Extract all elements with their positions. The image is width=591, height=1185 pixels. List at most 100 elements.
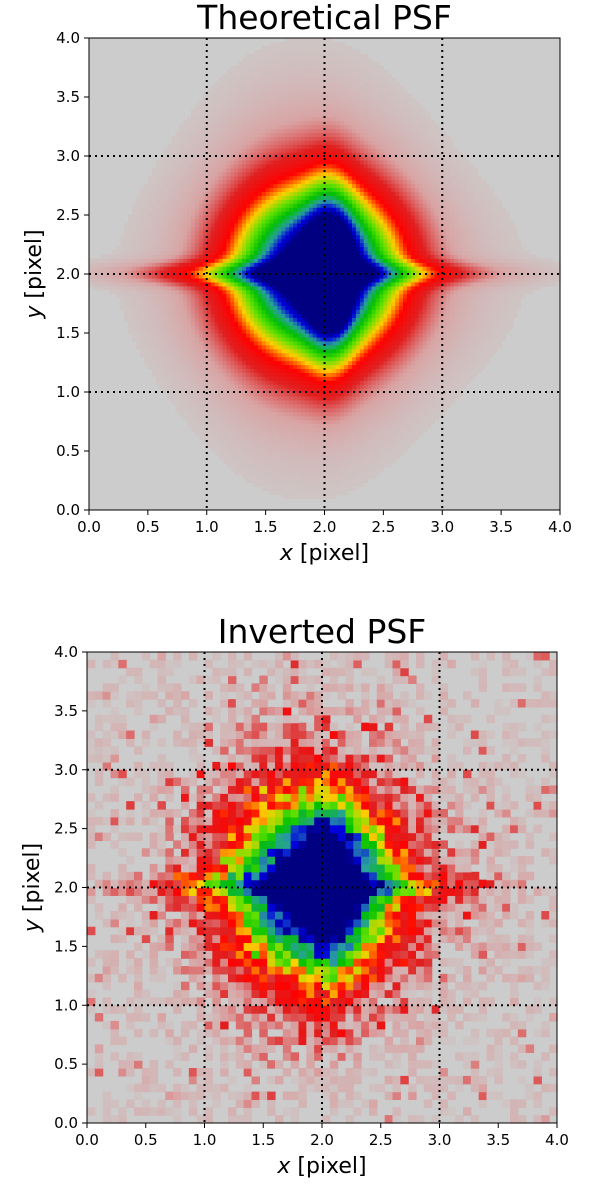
c0-heatmap-cell (340, 285, 345, 291)
c0-heatmap-cell (332, 376, 337, 381)
c0-heatmap-cell (351, 372, 357, 377)
c0-heatmap-cell (461, 277, 467, 283)
c0-heatmap-cell (320, 305, 326, 310)
c0-heatmap-cell (418, 297, 424, 303)
c0-heatmap-cell (96, 266, 102, 271)
c0-heatmap-cell (473, 329, 479, 334)
c0-heatmap-cell (383, 423, 388, 428)
c0-heatmap-cell (246, 313, 251, 318)
c0-heatmap-cell (218, 411, 224, 417)
c0-heatmap-cell (261, 392, 267, 397)
c0-heatmap-cell (261, 297, 267, 303)
c0-heatmap-cell (465, 293, 471, 299)
c0-heatmap-cell (332, 360, 337, 366)
c0-heatmap-cell (261, 407, 267, 413)
c0-heatmap-cell (218, 395, 224, 401)
c0-heatmap-cell (140, 305, 145, 310)
c0-heatmap-cell (418, 380, 424, 385)
c0-heatmap-cell (163, 368, 169, 373)
c0-heatmap-cell (136, 285, 141, 291)
c0-heatmap-cell (422, 293, 428, 299)
c0-heatmap-cell (465, 356, 471, 362)
c0-heatmap-cell (344, 270, 349, 275)
c0-heatmap-cell (206, 356, 212, 362)
c0-heatmap-cell (206, 435, 212, 440)
c0-heatmap-cell (430, 403, 435, 409)
c0-heatmap-cell (136, 293, 141, 299)
c0-heatmap-cell (234, 309, 239, 314)
c0-heatmap-cell (238, 407, 243, 413)
c0-heatmap-cell (532, 274, 538, 279)
c0-heatmap-cell (214, 305, 220, 310)
c0-heatmap-cell (214, 270, 220, 275)
c0-heatmap-cell (238, 376, 243, 381)
c0-heatmap-cell (198, 270, 204, 275)
c0-heatmap-cell (379, 376, 384, 381)
c0-heatmap-cell (363, 309, 369, 314)
c0-heatmap-cell (273, 399, 278, 405)
c0-heatmap-cell (320, 399, 326, 405)
c0-heatmap-cell (273, 340, 278, 346)
c0-heatmap-cell (371, 392, 377, 397)
c0-heatmap-cell (399, 364, 404, 369)
c0-heatmap-cell (410, 305, 416, 310)
c0-heatmap-cell (308, 486, 314, 491)
c0-heatmap-cell (108, 262, 114, 267)
c0-heatmap-cell (328, 443, 333, 448)
c0-heatmap-cell (175, 274, 180, 279)
c0-heatmap-cell (340, 360, 345, 366)
c0-heatmap-cell (143, 250, 149, 255)
c0-heatmap-cell (438, 297, 443, 303)
c0-heatmap-cell (206, 403, 212, 409)
c0-heatmap-cell (414, 297, 420, 303)
c0-heatmap-cell (269, 403, 275, 409)
c0-heatmap-cell (493, 289, 498, 295)
c0-heatmap-cell (143, 329, 149, 334)
c0-heatmap-cell (414, 344, 420, 350)
c0-heatmap-cell (242, 293, 247, 299)
c0-heatmap-cell (116, 266, 121, 271)
c0-heatmap-cell (540, 274, 545, 279)
c0-heatmap-cell (242, 317, 247, 322)
c0-heatmap-cell (242, 348, 247, 354)
c0-heatmap-cell (367, 384, 373, 389)
c0-heatmap-cell (202, 372, 208, 377)
c0-heatmap-cell (175, 266, 180, 271)
c0-heatmap-cell (179, 305, 184, 310)
c0-heatmap-cell (297, 439, 302, 444)
c0-heatmap-cell (485, 250, 490, 255)
c0-heatmap-cell (214, 285, 220, 291)
c0-heatmap-cell (320, 336, 326, 342)
c0-heatmap-cell (210, 447, 216, 452)
c0-heatmap-cell (140, 321, 145, 326)
c0-heatmap-cell (422, 254, 428, 259)
c0-heatmap-cell (265, 399, 271, 405)
c0-heatmap-cell (269, 356, 275, 362)
c0-heatmap-cell (367, 466, 373, 472)
c0-heatmap-cell (159, 305, 165, 310)
c0-heatmap-cell (438, 380, 443, 385)
c0-heatmap-cell (167, 364, 173, 369)
c0-heatmap-cell (96, 274, 102, 279)
c0-heatmap-cell (281, 466, 286, 472)
c0-heatmap-cell (391, 301, 396, 307)
c0-heatmap-cell (198, 427, 204, 432)
c0-heatmap-cell (120, 246, 125, 251)
c0-heatmap-cell (140, 352, 145, 358)
c0-heatmap-cell (289, 372, 294, 377)
c0-heatmap-cell (344, 368, 349, 373)
c0-heatmap-cell (191, 329, 196, 334)
c0-heatmap-cell (281, 454, 286, 460)
c0-heatmap-cell (159, 321, 165, 326)
c0-heatmap-cell (399, 395, 404, 401)
c0-heatmap-cell (206, 254, 212, 259)
c0-heatmap-cell (418, 384, 424, 389)
c0-heatmap-cell (422, 403, 428, 409)
c0-heatmap-cell (257, 447, 263, 452)
c0-heatmap-cell (159, 364, 165, 369)
c0-heatmap-cell (371, 285, 377, 291)
c0-heatmap-cell (461, 313, 467, 318)
c0-heatmap-cell (336, 419, 341, 425)
c0-heatmap-cell (297, 443, 302, 448)
c0-heatmap-cell (140, 325, 145, 330)
